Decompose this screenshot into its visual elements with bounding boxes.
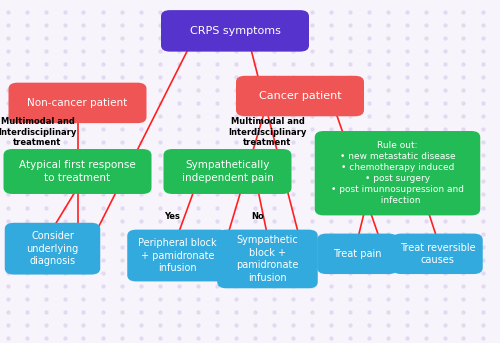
Text: Multimodal and
Interdisciplinary
treatment: Multimodal and Interdisciplinary treatme… — [228, 117, 306, 147]
Text: Sympathetic
block +
pamidronate
infusion: Sympathetic block + pamidronate infusion — [236, 235, 298, 283]
FancyBboxPatch shape — [217, 230, 318, 288]
FancyBboxPatch shape — [315, 131, 480, 215]
Text: Multimodal and
Interdisciplinary
treatment: Multimodal and Interdisciplinary treatme… — [0, 117, 76, 147]
Text: Yes: Yes — [164, 212, 180, 221]
FancyBboxPatch shape — [161, 10, 309, 51]
FancyBboxPatch shape — [8, 83, 146, 123]
Text: Cancer patient: Cancer patient — [258, 91, 342, 101]
FancyBboxPatch shape — [236, 76, 364, 116]
FancyBboxPatch shape — [4, 149, 152, 194]
FancyBboxPatch shape — [318, 234, 398, 274]
FancyBboxPatch shape — [127, 230, 228, 281]
Text: Rule out:
• new metastatic disease
• chemotherapy induced
• post surgery
• post : Rule out: • new metastatic disease • che… — [331, 141, 464, 205]
Text: Peripheral block
+ pamidronate
infusion: Peripheral block + pamidronate infusion — [138, 238, 217, 273]
Text: Sympathetically
independent pain: Sympathetically independent pain — [182, 160, 274, 183]
FancyBboxPatch shape — [4, 223, 100, 274]
FancyBboxPatch shape — [164, 149, 292, 194]
Text: Treat pain: Treat pain — [333, 249, 382, 259]
Text: Treat reversible
causes: Treat reversible causes — [400, 243, 475, 265]
Text: CRPS symptoms: CRPS symptoms — [190, 26, 280, 36]
Text: Atypical first response
to treatment: Atypical first response to treatment — [19, 160, 136, 183]
Text: Non-cancer patient: Non-cancer patient — [28, 98, 128, 108]
FancyBboxPatch shape — [392, 234, 483, 274]
Text: Consider
underlying
diagnosis: Consider underlying diagnosis — [26, 231, 78, 266]
Text: No: No — [251, 212, 264, 221]
